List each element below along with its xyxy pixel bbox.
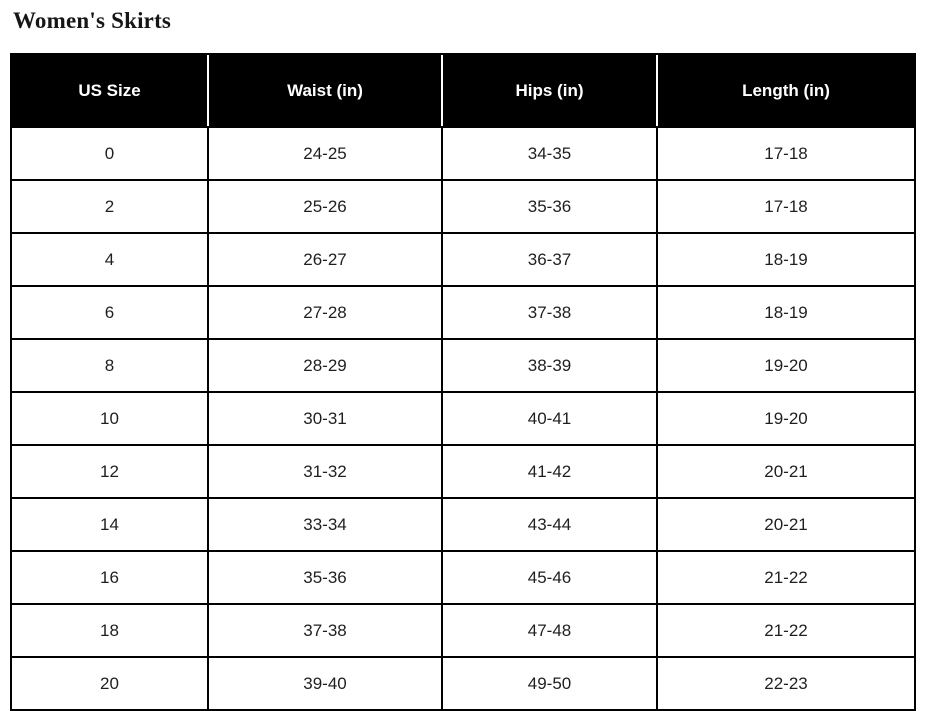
table-cell: 35-36 — [441, 179, 658, 234]
table-cell: 28-29 — [207, 338, 443, 393]
table-cell: 24-25 — [207, 126, 443, 181]
table-cell: 33-34 — [207, 497, 443, 552]
table-cell: 12 — [10, 444, 209, 499]
table-cell: 20-21 — [656, 497, 916, 552]
table-cell: 18 — [10, 603, 209, 658]
table-cell: 37-38 — [441, 285, 658, 340]
header-row: US Size Waist (in) Hips (in) Length (in) — [10, 53, 915, 128]
table-cell: 21-22 — [656, 603, 916, 658]
table-cell: 19-20 — [656, 391, 916, 446]
table-cell: 36-37 — [441, 232, 658, 287]
table-row: 4 26-27 36-37 18-19 — [10, 232, 916, 287]
table-cell: 4 — [10, 232, 209, 287]
table-row: 6 27-28 37-38 18-19 — [10, 285, 916, 340]
table-cell: 30-31 — [207, 391, 443, 446]
table-cell: 21-22 — [656, 550, 916, 605]
page-title: Women's Skirts — [13, 8, 172, 33]
table-cell: 34-35 — [441, 126, 658, 181]
table-cell: 17-18 — [656, 126, 916, 181]
table-cell: 39-40 — [207, 656, 443, 711]
table-header: US Size Waist (in) Hips (in) Length (in) — [10, 53, 915, 128]
table-cell: 2 — [10, 179, 209, 234]
table-cell: 40-41 — [441, 391, 658, 446]
table-cell: 47-48 — [441, 603, 658, 658]
table-cell: 25-26 — [207, 179, 443, 234]
table-cell: 49-50 — [441, 656, 658, 711]
table-row: 20 39-40 49-50 22-23 — [10, 656, 916, 711]
table-row: 2 25-26 35-36 17-18 — [10, 179, 916, 234]
table-cell: 22-23 — [656, 656, 916, 711]
table-cell: 8 — [10, 338, 209, 393]
table-cell: 35-36 — [207, 550, 443, 605]
table-cell: 18-19 — [656, 285, 916, 340]
table-cell: 10 — [10, 391, 209, 446]
table-cell: 43-44 — [441, 497, 658, 552]
table-row: 14 33-34 43-44 20-21 — [10, 497, 916, 552]
column-header-0: US Size — [10, 53, 208, 128]
column-header-3: Length (in) — [656, 53, 915, 128]
column-header-2: Hips (in) — [441, 53, 657, 128]
table-row: 8 28-29 38-39 19-20 — [10, 338, 916, 393]
table-cell: 14 — [10, 497, 209, 552]
table-cell: 20-21 — [656, 444, 916, 499]
table-cell: 19-20 — [656, 338, 916, 393]
table-row: 16 35-36 45-46 21-22 — [10, 550, 916, 605]
column-header-1: Waist (in) — [207, 53, 442, 128]
table-row: 0 24-25 34-35 17-18 — [10, 126, 916, 181]
table-row: 18 37-38 47-48 21-22 — [10, 603, 916, 658]
table-cell: 41-42 — [441, 444, 658, 499]
table-row: 12 31-32 41-42 20-21 — [10, 444, 916, 499]
table-cell: 37-38 — [207, 603, 443, 658]
table-cell: 27-28 — [207, 285, 443, 340]
table-cell: 6 — [10, 285, 209, 340]
table-cell: 45-46 — [441, 550, 658, 605]
table-cell: 0 — [10, 126, 209, 181]
table-cell: 20 — [10, 656, 209, 711]
table-cell: 26-27 — [207, 232, 443, 287]
table-cell: 17-18 — [656, 179, 916, 234]
table-cell: 38-39 — [441, 338, 658, 393]
table-cell: 18-19 — [656, 232, 916, 287]
table-row: 10 30-31 40-41 19-20 — [10, 391, 916, 446]
table-body: 0 24-25 34-35 17-18 2 25-26 35-36 17-18 4 26-27 36… — [10, 126, 916, 711]
table-cell: 16 — [10, 550, 209, 605]
table-cell: 31-32 — [207, 444, 443, 499]
